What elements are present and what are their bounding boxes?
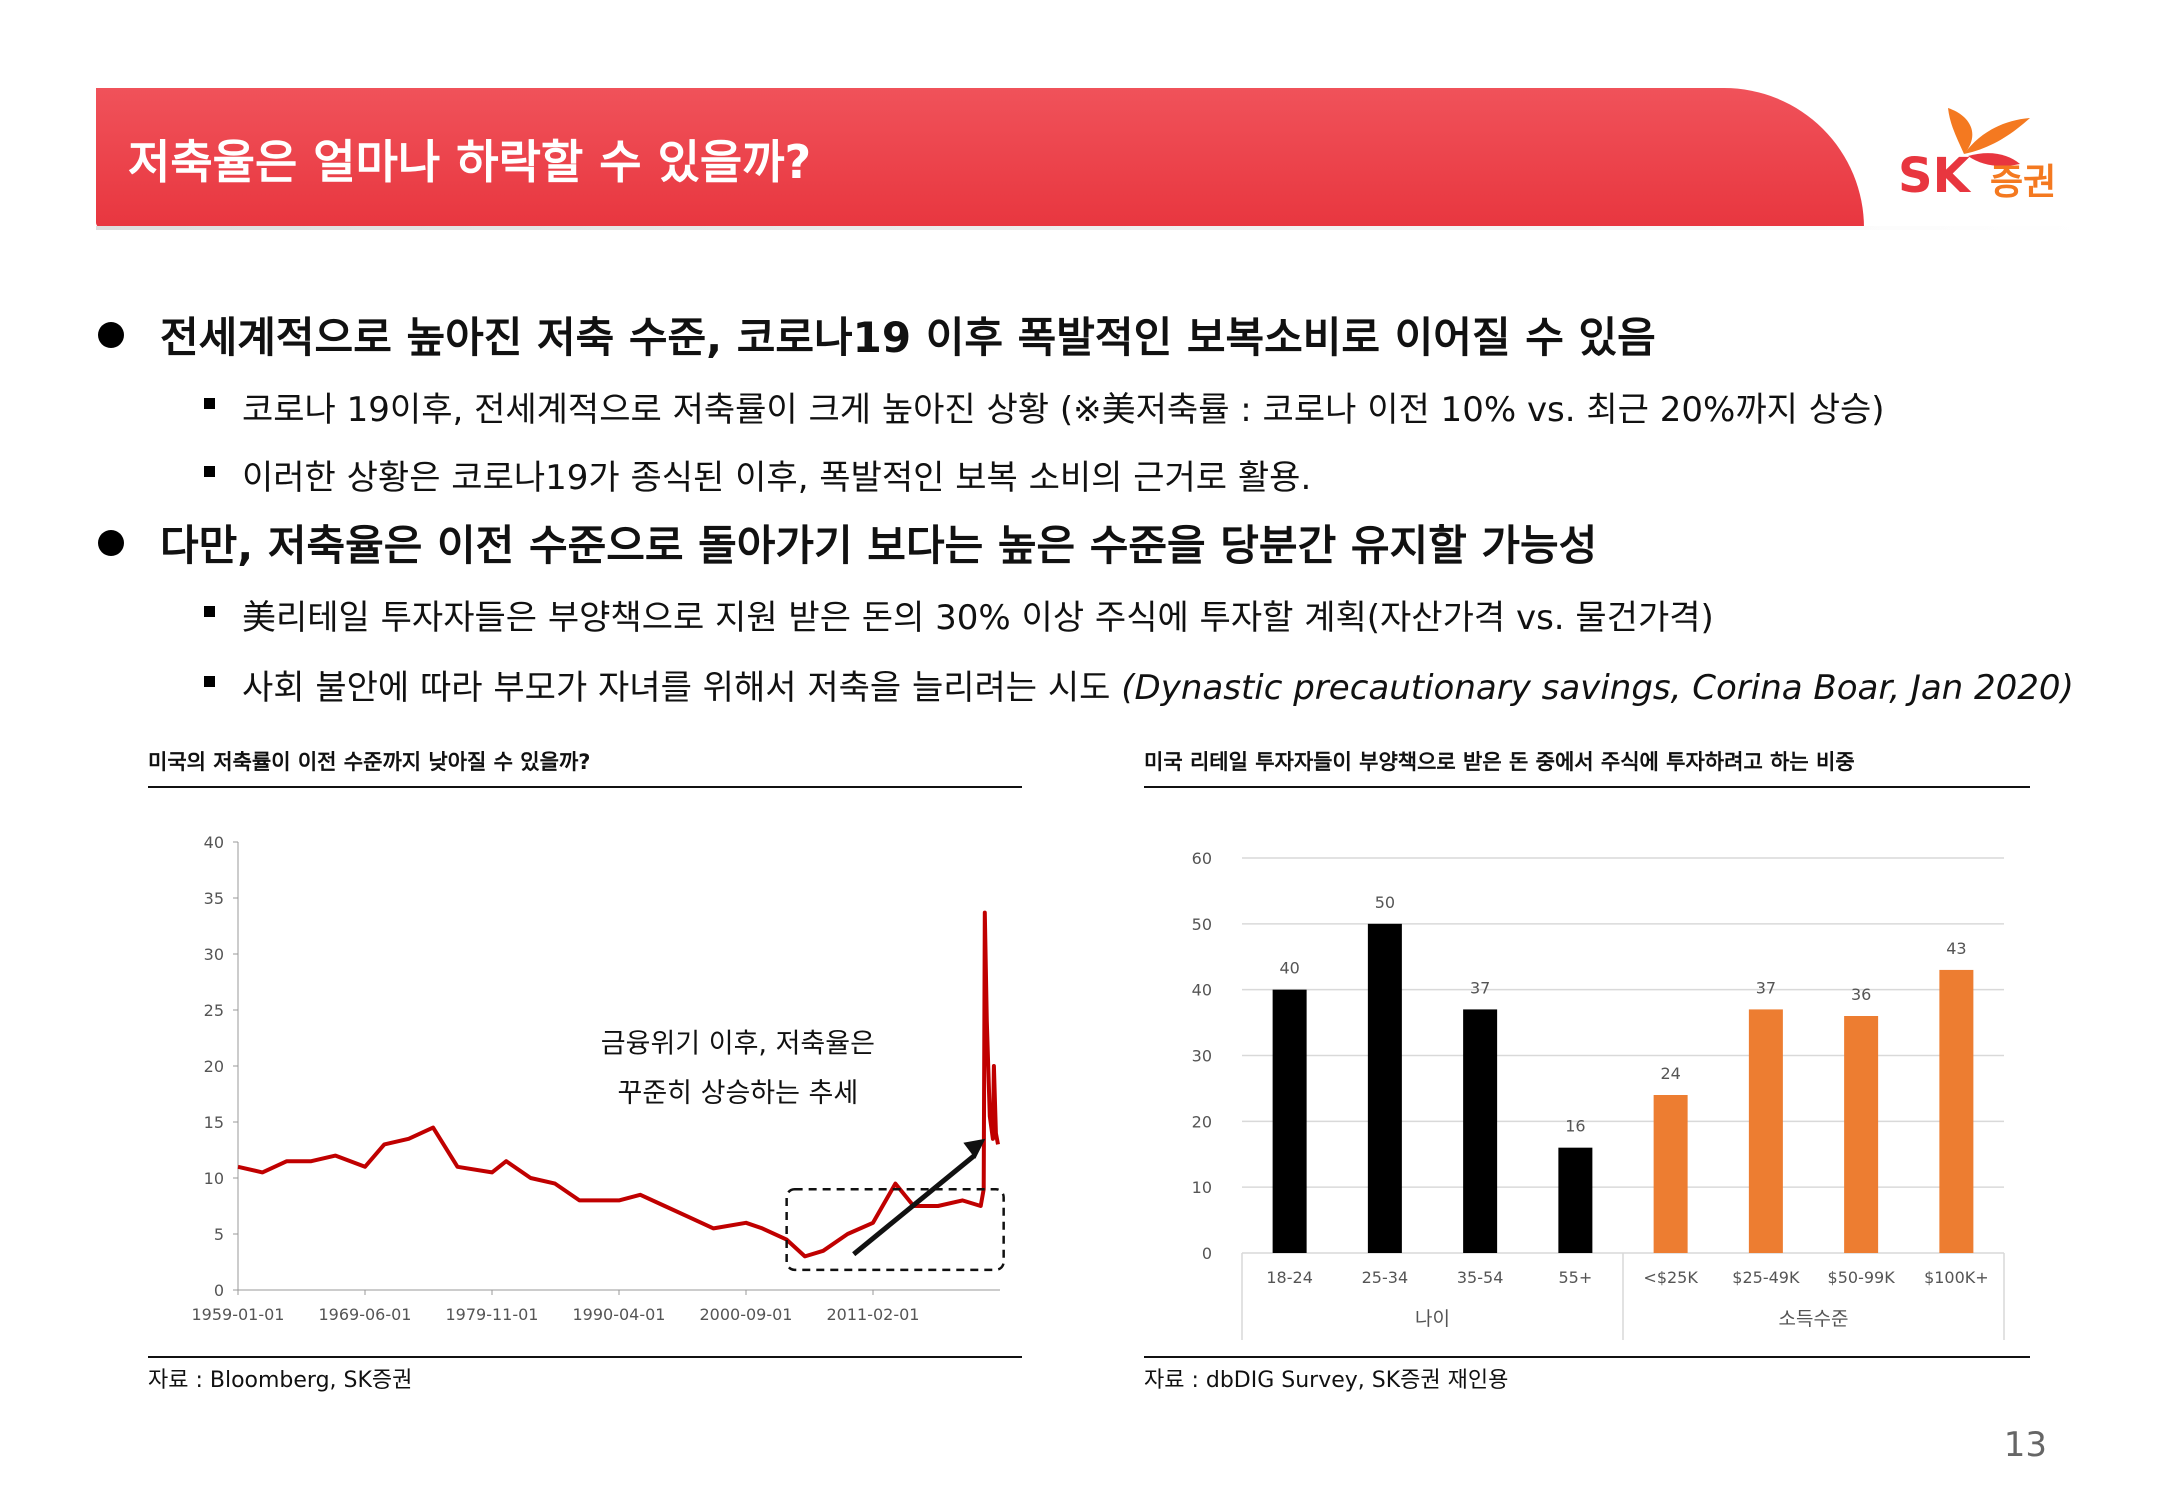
citation-text: (Dynastic precautionary savings, Corina … [1121,668,2074,708]
sub-bullet-2-1: 美리테일 투자자들은 부양책으로 지원 받은 돈의 30% 이상 주식에 투자할… [242,598,1714,638]
bullet-heading-2: 다만, 저축율은 이전 수준으로 돌아가기 보다는 높은 수준을 당분간 유지할… [160,521,1598,570]
x-tick-label: 55+ [1558,1268,1592,1287]
y-tick-label: 40 [204,833,224,852]
bar-value-label: 16 [1565,1117,1585,1136]
bar-value-label: 50 [1375,893,1395,912]
y-tick-label: 20 [1192,1112,1212,1131]
bar [1939,969,1974,1253]
sub-bullet-1-1: 코로나 19이후, 전세계적으로 저축률이 크게 높아진 상황 (※美저축률 :… [242,390,1885,430]
left-chart-bottom-rule [148,1356,1022,1358]
sk-logo: SK 증권 [1898,108,2056,204]
x-tick-label: $50-99K [1828,1268,1896,1287]
y-tick-label: 30 [204,945,224,964]
logo-name-text: 증권 [1990,162,2056,203]
left-chart-title: 미국의 저축률이 이전 수준까지 낮아질 수 있을까? [148,750,591,774]
logo-sk-text: SK [1898,148,1972,204]
x-tick-label: $25-49K [1732,1268,1800,1287]
x-tick-label: $100K+ [1924,1268,1989,1287]
line-chart: 0 5 10 15 20 25 30 35 40 1959-01-01 1969-06-01 1979… [192,833,1005,1324]
bar-value-label: 37 [1756,978,1776,997]
bar-value-label: 36 [1851,985,1871,1004]
bar [1748,1009,1783,1253]
bar [1367,923,1402,1253]
right-chart-title: 미국 리테일 투자자들이 부양책으로 받은 돈 중에서 주식에 투자하려고 하는… [1144,750,1855,774]
bar-value-label: 40 [1279,959,1299,978]
y-tick-label: 40 [1192,981,1212,1000]
y-tick-label: 15 [204,1113,224,1132]
sub-bullet-icon [204,676,215,687]
sub-bullet-icon [204,606,215,617]
left-chart-top-rule [148,786,1022,788]
bar [1463,1009,1498,1253]
sub-bullet-2-2-text: 사회 불안에 따라 부모가 자녀를 위해서 저축을 늘리려는 시도 [242,668,1111,708]
bar [1844,1016,1879,1253]
right-chart-source: 자료 : dbDIG Survey, SK증권 재인용 [1144,1368,1509,1393]
trend-arrow [852,1153,976,1257]
x-tick-label: 1979-11-01 [446,1305,539,1324]
x-tick-label: 2011-02-01 [827,1305,920,1324]
y-tick-label: 30 [1192,1047,1212,1066]
bar-chart: 0 10 20 30 40 50 60 40 18-24 50 25-34 37 35-54 16 55+ 2… [1192,849,2005,1340]
y-tick-label: 20 [204,1057,224,1076]
x-tick-label: 2000-09-01 [700,1305,793,1324]
arrow-head-icon [963,1138,986,1159]
y-tick-label: 0 [214,1281,224,1300]
y-tick-label: 0 [1202,1244,1212,1263]
x-tick-label: 25-34 [1362,1268,1409,1287]
y-tick-label: 50 [1192,915,1212,934]
bullet-icon [98,322,124,348]
header-divider [96,226,2086,230]
header-bar [96,88,1864,228]
sub-bullet-icon [204,398,215,409]
bar-value-label: 37 [1470,978,1490,997]
sub-bullet-1-2: 이러한 상황은 코로나19가 종식된 이후, 폭발적인 보복 소비의 근거로 활… [242,458,1312,498]
page-title: 저축율은 얼마나 하락할 수 있을까? [128,135,812,189]
x-tick-label: 35-54 [1457,1268,1504,1287]
y-tick-label: 25 [204,1001,224,1020]
group-label: 소득수준 [1779,1308,1849,1330]
bar [1272,989,1307,1253]
sub-bullet-icon [204,466,215,477]
bar [1558,1147,1593,1253]
y-tick-label: 35 [204,889,224,908]
x-tick-label: 1959-01-01 [192,1305,285,1324]
bar [1653,1095,1688,1253]
right-chart-bottom-rule [1144,1356,2030,1358]
highlight-box [785,1187,1005,1272]
y-tick-label: 10 [1192,1178,1212,1197]
x-tick-label: 1969-06-01 [319,1305,412,1324]
bullet-heading-1: 전세계적으로 높아진 저축 수준, 코로나19 이후 폭발적인 보복소비로 이어… [160,313,1656,362]
sub-bullet-2-2: 사회 불안에 따라 부모가 자녀를 위해서 저축을 늘리려는 시도 (Dynas… [242,660,2074,709]
butterfly-icon [1948,108,1973,154]
bar-value-label: 43 [1946,939,1966,958]
y-tick-label: 10 [204,1169,224,1188]
bullet-icon [98,530,124,556]
x-tick-label: 18-24 [1266,1268,1313,1287]
y-tick-label: 60 [1192,849,1212,868]
group-label: 나이 [1415,1308,1450,1330]
page-number: 13 [2003,1425,2047,1465]
annotation-line-1: 금융위기 이후, 저축율은 [601,1029,875,1060]
y-tick-label: 5 [214,1225,224,1244]
right-chart-top-rule [1144,786,2030,788]
left-chart-source: 자료 : Bloomberg, SK증권 [148,1368,413,1393]
savings-rate-line [237,910,1000,1259]
annotation-line-2: 꾸준히 상승하는 추세 [618,1078,859,1109]
x-tick-label: <$25K [1643,1268,1698,1287]
bar-value-label: 24 [1660,1064,1680,1083]
x-tick-label: 1990-04-01 [573,1305,666,1324]
